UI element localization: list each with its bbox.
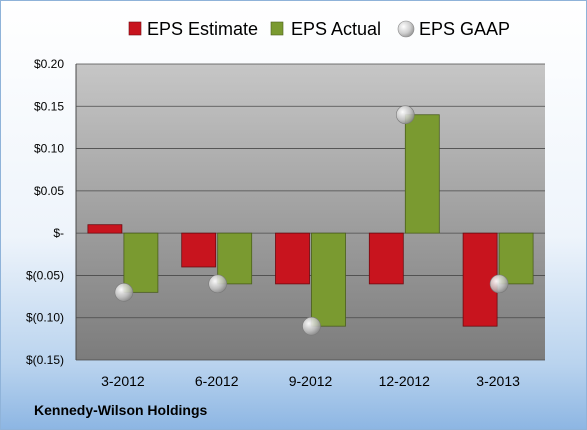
eps-estimate-bar [181,232,217,268]
eps-actual-bar [498,232,534,285]
eps-gaap-marker [489,274,509,294]
eps-gaap-marker [395,105,415,125]
x-tick-label: 9-2012 [289,373,333,389]
legend-estimate-swatch [128,21,142,36]
y-tick-label: $(0.15) [26,353,64,367]
y-axis-ticks: $0.20 $0.15 $0.10 $0.05 $- $(0.05) $(0.10) $(0.… [26,57,64,367]
eps-estimate-bar [87,224,123,234]
eps-actual-bar [123,232,159,293]
x-tick-label: 6-2012 [195,373,239,389]
eps-actual-bar [311,232,346,327]
y-tick-label: $0.10 [34,142,64,156]
bars [87,114,534,327]
eps-gaap-marker [114,283,134,302]
legend-actual-swatch [270,21,284,36]
gaap-markers [114,105,509,336]
legend-actual-label: EPS Actual [291,19,381,39]
x-axis-ticks: 3-2012 6-2012 9-2012 12-2012 3-2013 [101,373,520,389]
legend-gaap-label: EPS GAAP [419,19,510,39]
x-tick-label: 12-2012 [379,373,431,389]
eps-gaap-marker [208,274,227,294]
chart-legend: EPS Estimate EPS Actual EPS GAAP [128,19,510,39]
y-tick-label: $0.15 [34,99,64,113]
company-name: Kennedy-Wilson Holdings [34,402,208,418]
y-tick-label: $0.20 [34,57,64,71]
eps-estimate-bar [275,232,310,285]
y-tick-label: $(0.05) [26,268,64,282]
eps-estimate-bar [368,232,404,285]
eps-gaap-marker [302,316,321,336]
legend-estimate-label: EPS Estimate [147,19,258,39]
x-tick-label: 3-2013 [476,373,520,389]
y-tick-label: $0.05 [34,184,64,198]
x-tick-label: 3-2012 [101,373,145,389]
eps-actual-bar [217,232,253,285]
legend-gaap-swatch [397,20,415,38]
eps-actual-bar [404,114,440,234]
y-tick-label: $(0.10) [26,311,64,325]
y-tick-label: $- [53,226,64,240]
